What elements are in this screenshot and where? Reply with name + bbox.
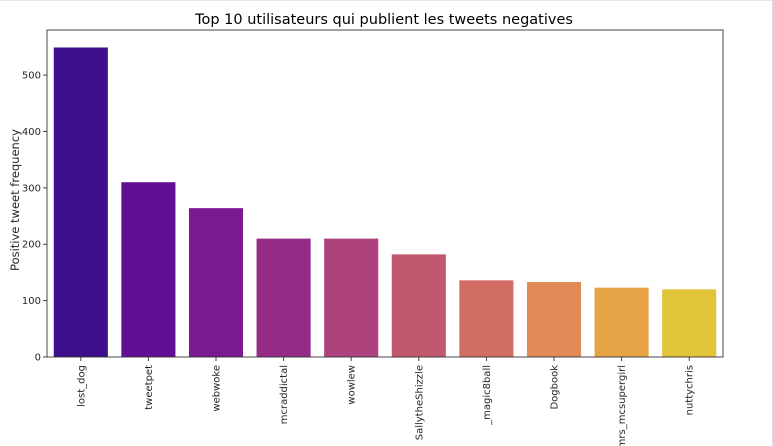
- x-tick-label: SallytheShizzle: [414, 365, 425, 440]
- bar: [391, 254, 446, 357]
- bar: [594, 287, 649, 357]
- y-tick-label: 0: [35, 353, 41, 364]
- bar: [256, 238, 311, 357]
- x-tick-label: nuttychris: [685, 365, 696, 415]
- chart-title: Top 10 utilisateurs qui publient les twe…: [194, 12, 573, 28]
- x-tick-label: mrs_mcsupergirl: [617, 365, 628, 446]
- plot-frame: [46, 29, 724, 358]
- x-tick-label: mcraddictal: [279, 365, 290, 424]
- bar: [662, 289, 717, 357]
- cell-top-border: [0, 0, 773, 1]
- x-tick-label: _magic8ball: [482, 365, 493, 426]
- y-tick-label: 100: [22, 296, 41, 307]
- y-axis-label: Positive tweet frequency: [8, 129, 22, 271]
- x-tick-label: webwoke: [212, 365, 223, 412]
- x-tick-label: lost_dog: [76, 365, 87, 407]
- y-tick-label: 300: [22, 183, 41, 194]
- x-tick-label: tweetpet: [144, 365, 155, 410]
- bar: [324, 238, 379, 357]
- bar: [121, 182, 176, 357]
- y-tick-label: 200: [22, 240, 41, 251]
- bar: [53, 47, 108, 357]
- plot-area: 0 100 200 300 400 500 lost_dog tweetpet webwoke m…: [22, 29, 724, 446]
- bar: [459, 280, 514, 357]
- x-tick-label: Dogbook: [550, 365, 561, 410]
- bar: [526, 282, 582, 357]
- y-tick-label: 400: [22, 127, 41, 138]
- bar: [188, 208, 244, 357]
- x-tick-label: wowlew: [347, 365, 358, 405]
- y-tick-label: 500: [22, 71, 41, 82]
